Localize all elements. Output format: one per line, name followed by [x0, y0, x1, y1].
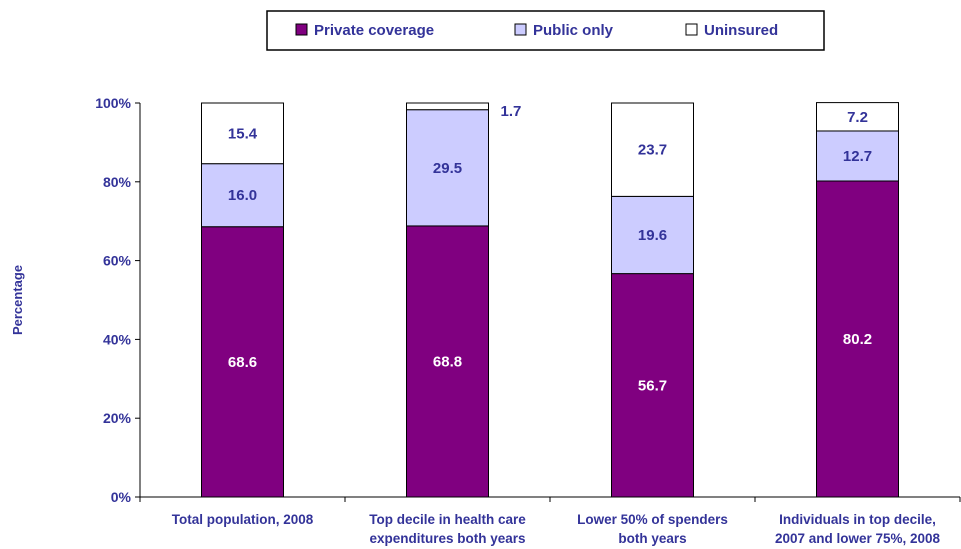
- bar-segment: [406, 102, 489, 111]
- legend-label: Public only: [533, 22, 614, 39]
- legend-swatch: [685, 23, 698, 36]
- y-tick-label: 20%: [103, 410, 132, 426]
- x-category-label: expenditures both years: [369, 531, 525, 546]
- x-axis: Total population, 2008 Top decile in heal…: [139, 496, 961, 546]
- y-axis-title: Percentage: [10, 265, 25, 335]
- y-tick-label: 80%: [103, 174, 132, 190]
- data-label: 80.2: [843, 331, 872, 348]
- bar-segment: [201, 226, 284, 498]
- data-label: 68.8: [433, 353, 462, 370]
- data-label: 23.7: [638, 142, 667, 159]
- data-label: 7.2: [847, 109, 868, 126]
- bar-segment: [611, 273, 694, 498]
- y-tick-label: 60%: [103, 253, 132, 269]
- bar-segment: [406, 109, 489, 227]
- data-label: 56.7: [638, 377, 667, 394]
- y-tick-label: 0%: [111, 489, 132, 505]
- data-label: 15.4: [228, 125, 258, 142]
- x-category-label: Total population, 2008: [172, 512, 314, 527]
- y-tick-label: 40%: [103, 331, 132, 347]
- data-label: 12.7: [843, 148, 872, 165]
- x-category-label: both years: [618, 531, 686, 546]
- data-label: 68.6: [228, 354, 257, 371]
- legend-label: Private coverage: [314, 22, 434, 39]
- legend-swatch: [295, 23, 308, 36]
- value-labels: 68.6 16.0 15.4 68.8 29.5 1.7 56.7 19.6 23.7 80.2 1…: [228, 103, 872, 394]
- data-label: 16.0: [228, 187, 257, 204]
- legend-box: [266, 10, 825, 51]
- data-label: 1.7: [501, 103, 522, 120]
- bar-segment: [816, 102, 899, 132]
- x-category-label: Top decile in health care: [369, 512, 526, 527]
- bar-segment: [611, 195, 694, 275]
- x-category-label: Individuals in top decile,: [779, 512, 936, 527]
- legend-swatch: [514, 23, 527, 36]
- x-category-label: 2007 and lower 75%, 2008: [775, 531, 941, 546]
- x-category-label: Lower 50% of spenders: [577, 512, 728, 527]
- y-tick-label: 100%: [95, 95, 131, 111]
- legend-label: Uninsured: [704, 22, 778, 39]
- bar-segment: [201, 102, 284, 165]
- y-axis: 0% 20% 40% 60% 80% 100%: [95, 95, 141, 505]
- legend: Private coverage Public only Uninsured: [266, 10, 825, 51]
- bar-segment: [201, 163, 284, 228]
- bar-segment: [406, 225, 489, 498]
- bars: [201, 102, 899, 498]
- data-label: 29.5: [433, 160, 462, 177]
- bar-segment: [816, 180, 899, 498]
- data-label: 19.6: [638, 227, 667, 244]
- bar-segment: [611, 102, 694, 197]
